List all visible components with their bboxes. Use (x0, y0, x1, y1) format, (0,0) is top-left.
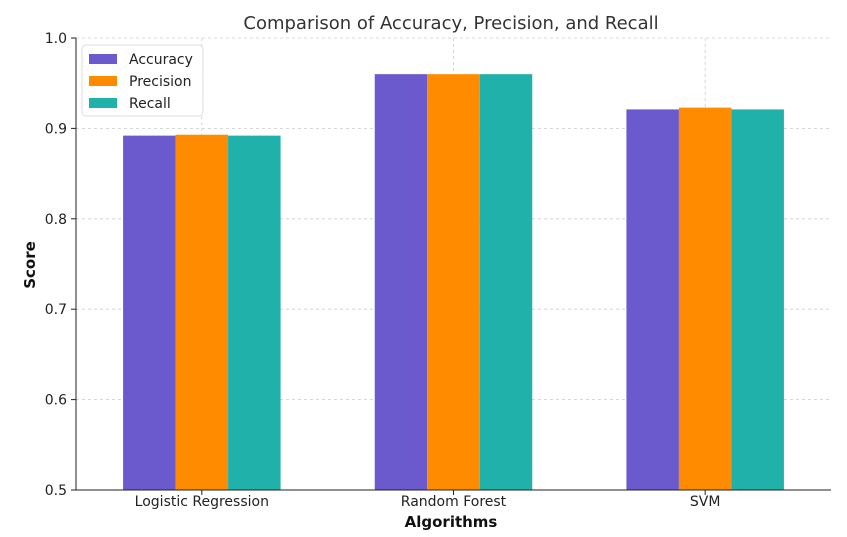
bar-precision (678, 107, 732, 490)
chart-title: Comparison of Accuracy, Precision, and R… (243, 13, 658, 34)
bar-precision (175, 134, 229, 490)
bar-accuracy (374, 74, 428, 490)
x-axis-label: Algorithms (405, 513, 498, 531)
x-tick-label: Logistic Regression (135, 494, 269, 510)
x-tick-label: SVM (690, 494, 721, 510)
y-tick-label: 0.9 (45, 121, 67, 137)
y-tick-label: 0.7 (45, 302, 67, 318)
bar-recall (731, 109, 784, 490)
legend-swatch (89, 54, 117, 64)
y-tick-label: 0.5 (45, 483, 67, 499)
bars (123, 74, 784, 490)
y-tick-label: 0.6 (45, 393, 67, 409)
y-tick-label: 0.8 (45, 212, 67, 228)
bar-recall (228, 135, 281, 490)
bar-recall (479, 74, 533, 490)
legend-label: Recall (129, 96, 171, 112)
y-tick-labels: 0.5 0.6 0.7 0.8 0.9 1.0 (45, 31, 67, 499)
bar-accuracy (123, 135, 176, 490)
axes (71, 37, 831, 495)
legend-swatch (89, 76, 117, 86)
bar-accuracy (626, 109, 679, 490)
y-axis-label: Score (21, 241, 39, 289)
legend-label: Accuracy (129, 52, 193, 68)
x-tick-labels: Logistic Regression Random Forest SVM (135, 494, 721, 510)
x-tick-label: Random Forest (401, 494, 507, 510)
bar-precision (427, 74, 480, 490)
legend-swatch (89, 98, 117, 108)
legend: Accuracy Precision Recall (81, 44, 204, 117)
y-tick-label: 1.0 (45, 31, 67, 47)
legend-label: Precision (129, 74, 191, 90)
